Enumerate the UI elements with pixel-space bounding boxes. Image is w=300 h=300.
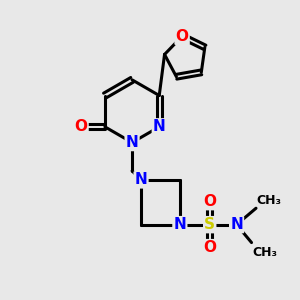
Text: S: S (204, 217, 215, 232)
Text: N: N (173, 217, 186, 232)
Text: O: O (203, 240, 216, 255)
Text: N: N (135, 172, 147, 188)
Text: N: N (230, 217, 243, 232)
Text: N: N (153, 119, 166, 134)
Text: O: O (176, 29, 189, 44)
Text: O: O (203, 194, 216, 209)
Text: O: O (74, 119, 88, 134)
Text: CH₃: CH₃ (252, 246, 277, 259)
Text: N: N (126, 135, 139, 150)
Text: CH₃: CH₃ (256, 194, 282, 207)
